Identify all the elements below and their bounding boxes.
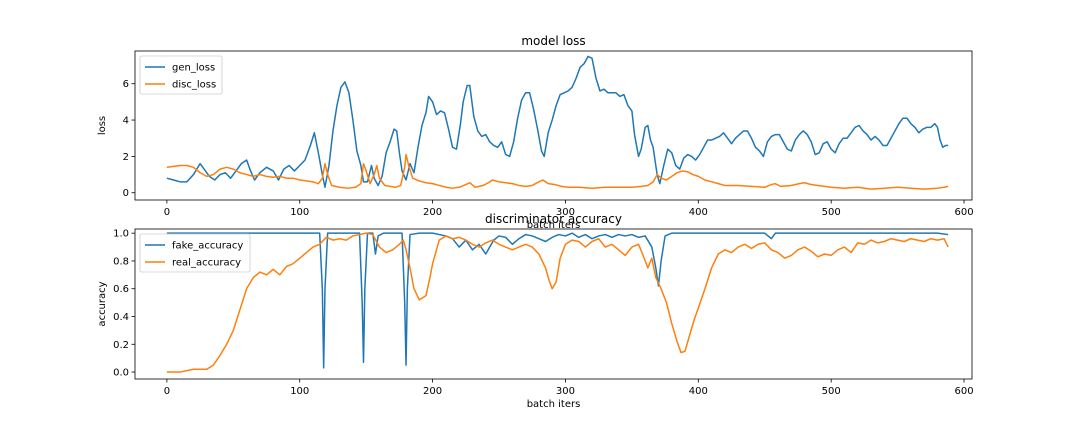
disc-loss-line (166, 153, 949, 190)
y-tick-label: 0 (123, 188, 129, 199)
gen-loss-line (166, 55, 949, 189)
x-tick-label: 600 (954, 207, 973, 218)
legend-entry: real_accuracy (172, 258, 241, 269)
model-loss-panel: 0 100 200 300 400 500 600 0 2 4 6 model loss batch i… (97, 34, 974, 231)
y-tick-label: 0.2 (113, 340, 129, 351)
legend-entry: disc_loss (172, 80, 216, 91)
x-tick-label: 500 (822, 386, 841, 397)
x-axis-label: batch iters (527, 220, 581, 231)
y-tick-label: 2 (123, 152, 129, 163)
chart-title: model loss (521, 34, 585, 48)
y-tick-label: 0.8 (113, 256, 129, 267)
legend-box (139, 233, 251, 273)
legend: fake_accuracy real_accuracy (139, 233, 251, 273)
axes-frame (134, 50, 973, 201)
y-tick-label: 1.0 (113, 229, 129, 240)
x-tick-label: 100 (290, 207, 309, 218)
legend-entry: fake_accuracy (172, 241, 243, 252)
x-tick-label: 0 (164, 207, 170, 218)
x-axis-label: batch iters (527, 399, 581, 410)
x-tick-label: 500 (822, 207, 841, 218)
x-tick-label: 400 (689, 386, 708, 397)
y-tick-label: 0.4 (113, 312, 129, 323)
y-tick-label: 6 (123, 79, 129, 90)
y-axis-label: loss (97, 116, 108, 135)
y-tick-label: 0.0 (113, 368, 129, 379)
axes-frame (134, 228, 973, 380)
x-tick-label: 300 (556, 207, 575, 218)
y-tick-label: 0.6 (113, 284, 129, 295)
x-tick-label: 600 (954, 386, 973, 397)
y-tick-label: 4 (123, 116, 129, 127)
legend: gen_loss disc_loss (139, 55, 223, 95)
x-tick-label: 0 (164, 386, 170, 397)
y-axis-label: accuracy (97, 281, 108, 326)
chart-title: discriminator accuracy (485, 212, 622, 226)
x-tick-label: 200 (423, 386, 442, 397)
real-accuracy-line (166, 232, 949, 373)
legend-entry: gen_loss (172, 63, 215, 74)
x-tick-label: 300 (556, 386, 575, 397)
discriminator-accuracy-panel: 0 100 200 300 400 500 600 0.0 0.2 0.4 0.6 0.8 1.0 dis… (97, 212, 974, 410)
x-tick-label: 100 (290, 386, 309, 397)
x-tick-label: 400 (689, 207, 708, 218)
x-tick-label: 200 (423, 207, 442, 218)
